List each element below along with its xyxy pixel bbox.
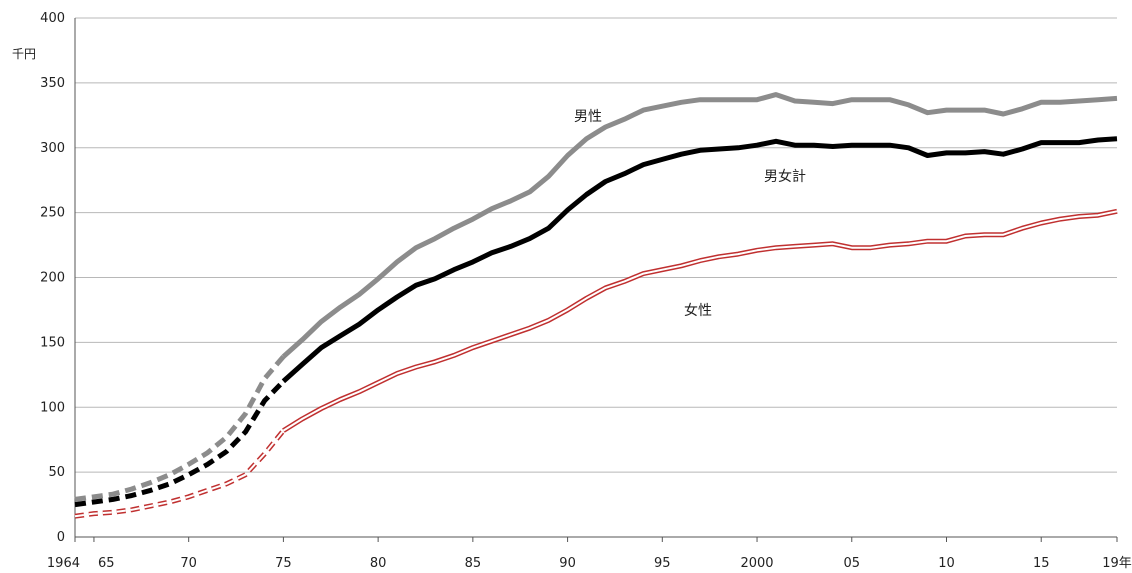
series-line-dashed xyxy=(74,354,286,502)
series-line xyxy=(281,136,1118,384)
x-tick-label: 70 xyxy=(180,556,197,571)
series-2 xyxy=(74,208,1118,519)
y-tick-label: 0 xyxy=(57,530,65,545)
x-tick-label: 80 xyxy=(370,556,387,571)
series-label: 女性 xyxy=(684,302,712,319)
x-tick-label: 10 xyxy=(938,556,955,571)
series-line xyxy=(282,208,1118,433)
y-tick-label: 100 xyxy=(40,400,65,415)
x-tick-label: 95 xyxy=(654,556,671,571)
y-tick-label: 150 xyxy=(40,335,65,350)
y-tick-label: 400 xyxy=(40,11,65,26)
series-line-dashed xyxy=(74,429,286,519)
series-1 xyxy=(74,136,1118,508)
series-line-dashed-core xyxy=(74,429,285,518)
series-label: 男性 xyxy=(574,109,602,125)
y-tick-label: 350 xyxy=(40,76,65,91)
x-tick-label: 65 xyxy=(98,556,115,571)
x-tick-label: 15 xyxy=(1033,556,1050,571)
gridlines xyxy=(75,17,1117,538)
x-tick-label: 85 xyxy=(465,556,482,571)
series-line-dashed xyxy=(74,379,286,508)
y-tick-label: 200 xyxy=(40,271,65,286)
series-label: 男女計 xyxy=(764,168,806,185)
y-tick-label: 250 xyxy=(40,206,65,221)
x-tick-label: 75 xyxy=(275,556,292,571)
y-axis-ticks: 0 50 100 150 200 250 300 350 400 xyxy=(40,11,65,545)
y-tick-label: 300 xyxy=(40,141,65,156)
x-tick-label: 2000 xyxy=(740,556,773,571)
series-0 xyxy=(74,92,1118,502)
x-tick-label: 05 xyxy=(843,556,860,571)
y-axis-label: 千円 xyxy=(12,47,36,61)
series-lines xyxy=(74,92,1118,519)
x-tick-label: 1964 xyxy=(47,556,80,571)
axes xyxy=(74,18,1117,538)
series-line xyxy=(281,92,1118,359)
x-axis-ticks: 1964 65 70 75 80 85 90 95 2000 05 10 15 19年 xyxy=(47,537,1132,571)
y-tick-label: 50 xyxy=(48,465,65,480)
x-tick-label: 90 xyxy=(559,556,576,571)
series-line-core xyxy=(282,210,1118,432)
x-tick-label: 19年 xyxy=(1102,556,1132,571)
